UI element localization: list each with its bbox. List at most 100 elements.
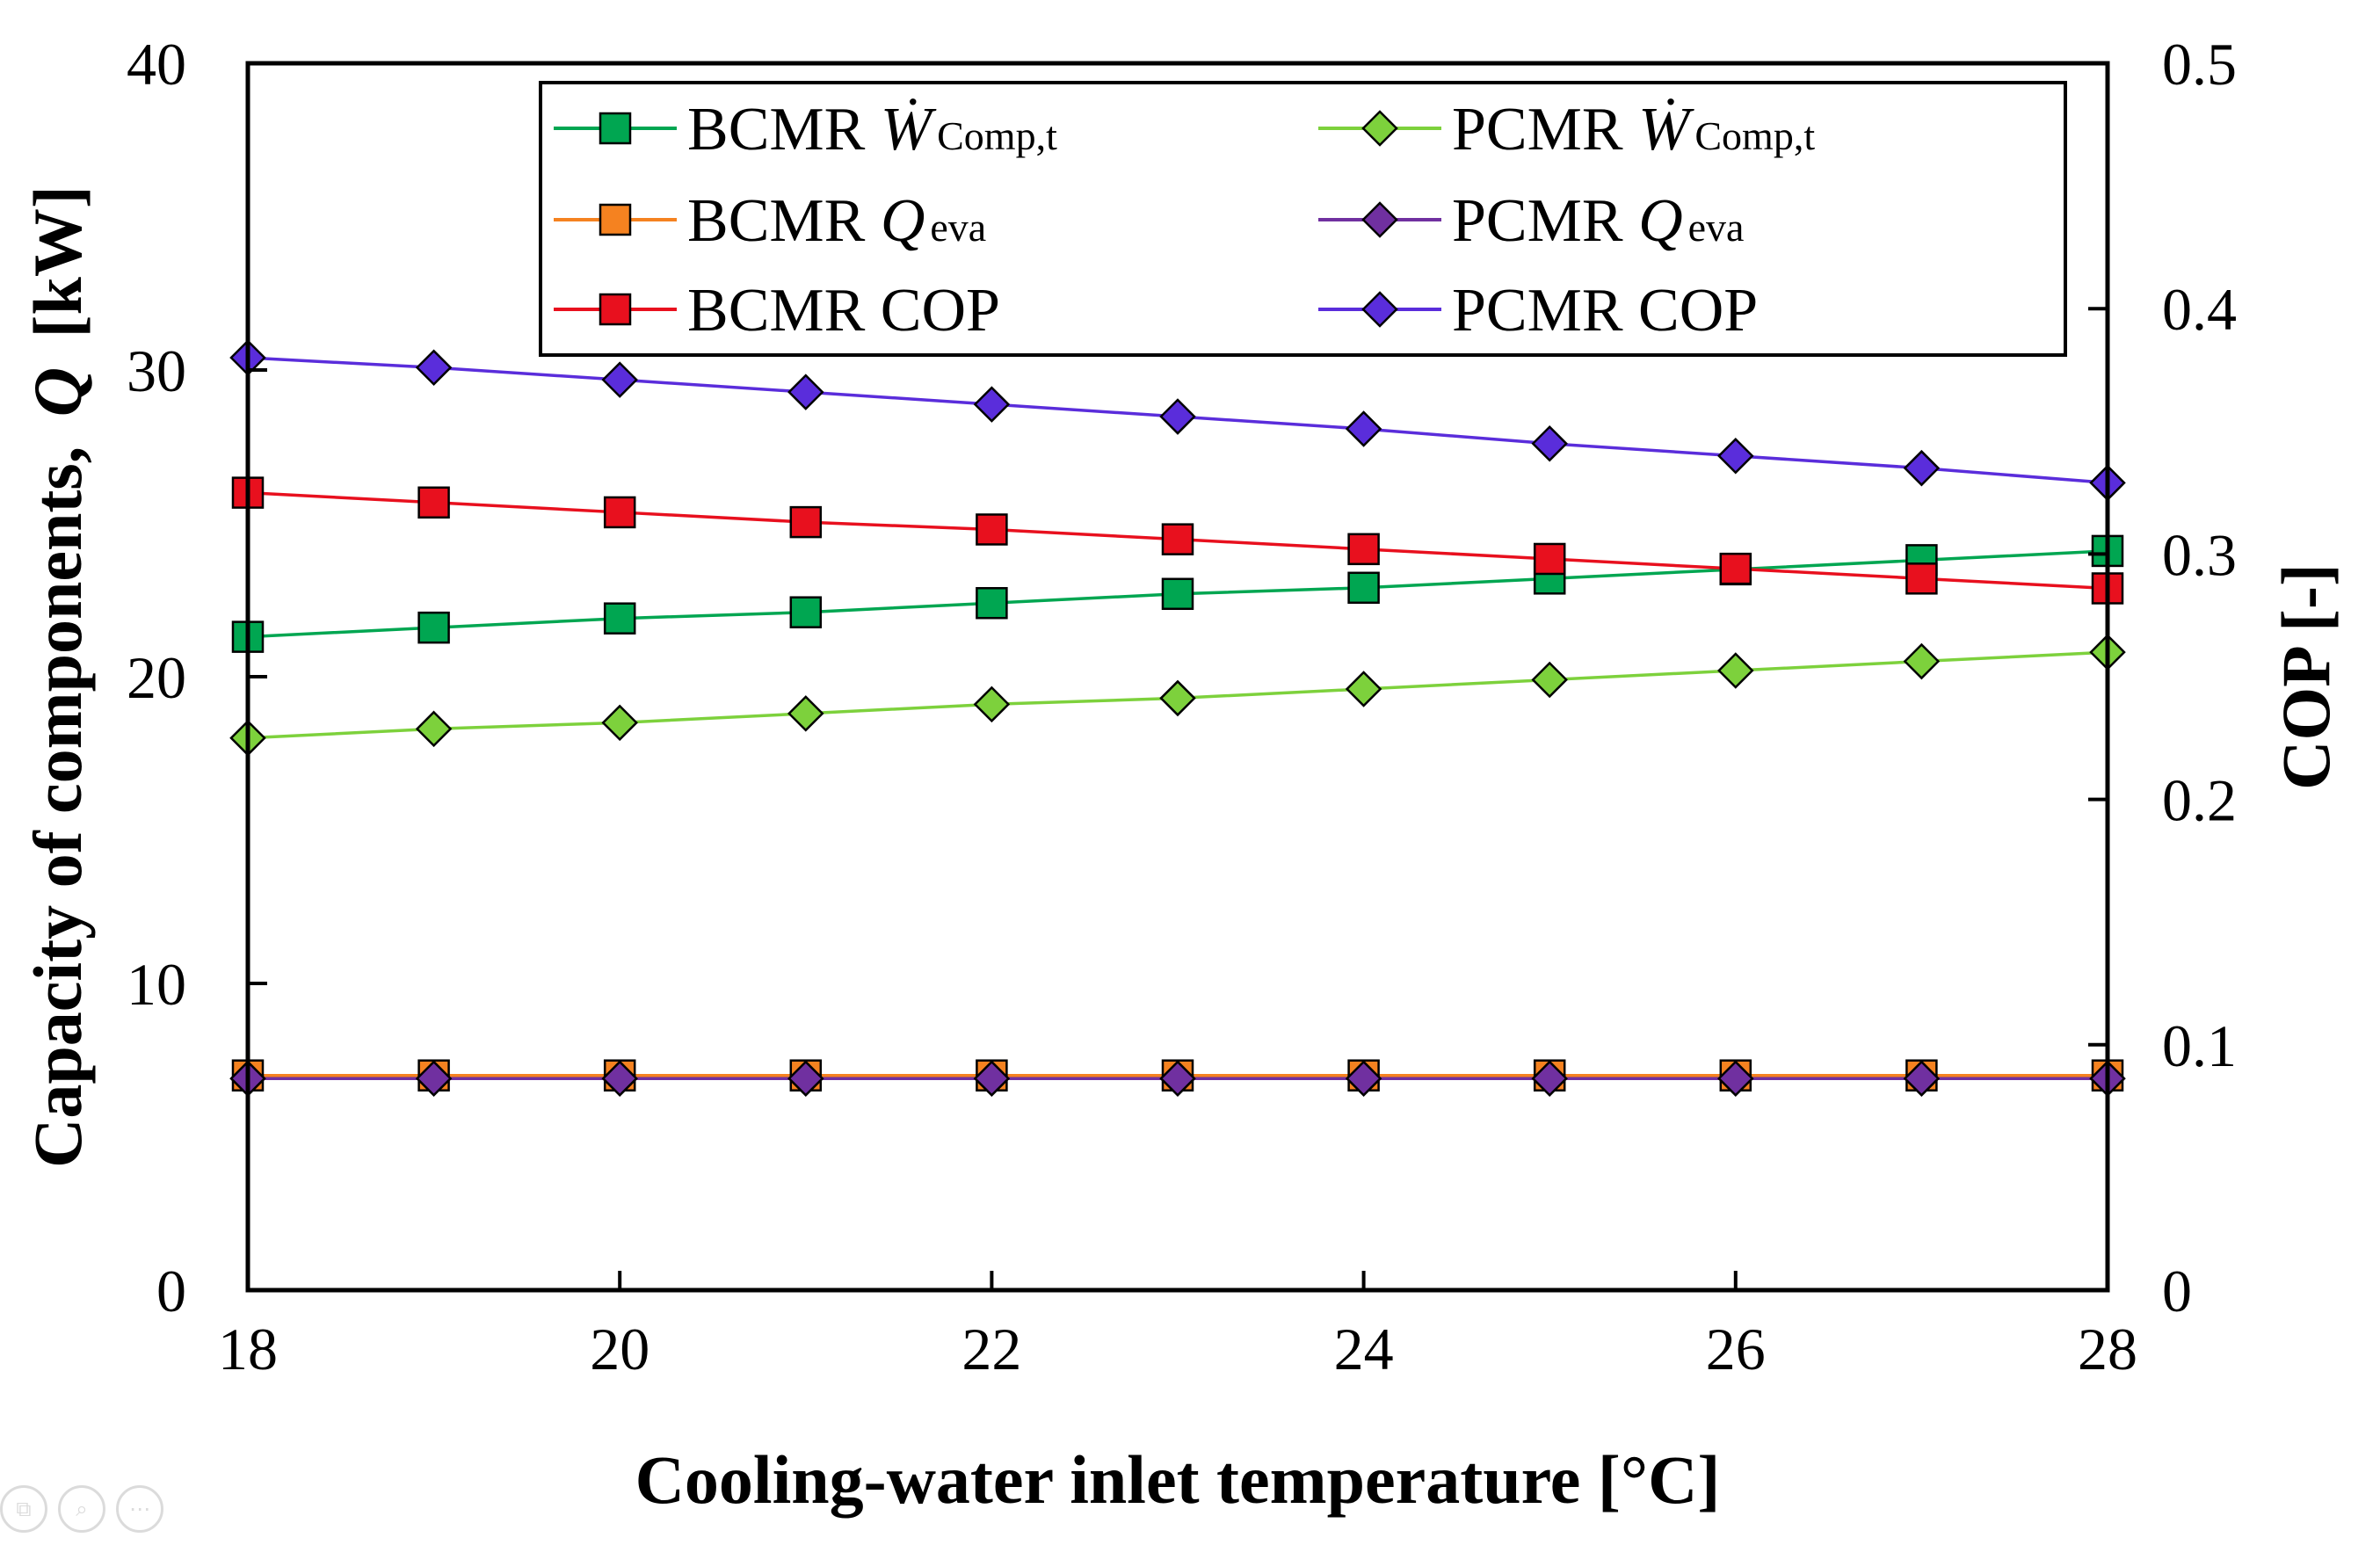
zoom-icon[interactable]: ⌕ (58, 1485, 105, 1533)
data-point-bcmr-cop (1161, 523, 1194, 555)
legend-label-symbol: Q (881, 187, 925, 255)
y-axis-title: Capacity of components, Q [kW] (19, 185, 96, 1168)
legend-marker (1361, 291, 1398, 328)
legend-marker (599, 293, 632, 326)
legend-label-subscript: Comp,t (937, 113, 1057, 158)
legend-item-pcmr-cop: PCMR COP (1318, 277, 1758, 345)
data-point-bcmr-cop (1719, 552, 1752, 585)
legend-label-prefix: PCMR (1452, 96, 1638, 163)
data-point-pcmr-cop (601, 361, 638, 398)
x-tick-label: 18 (218, 1316, 278, 1382)
data-point-pcmr-cop (973, 386, 1011, 423)
series-pcmr-w (229, 634, 2126, 757)
legend-item-pcmr-w: PCMR Ẇ Comp,t (1318, 96, 1815, 163)
x-tick-label: 20 (590, 1316, 649, 1382)
y-axis-title-main: Capacity of components, (19, 446, 96, 1168)
y-tick-label: 10 (127, 951, 186, 1018)
legend-marker (599, 203, 632, 236)
legend-marker (599, 112, 632, 145)
data-point-pcmr-q (1345, 1060, 1382, 1097)
legend-label-subscript: Comp,t (1694, 113, 1815, 158)
legend-label-subscript: eva (1688, 205, 1745, 250)
y2-axis-title: COP [-] (2268, 563, 2344, 790)
data-point-bcmr-cop (976, 513, 1008, 546)
y-tick-label: 0 (156, 1258, 186, 1324)
y2-tick-label: 0.1 (2162, 1012, 2237, 1079)
x-tick-label: 26 (1706, 1316, 1766, 1382)
data-point-pcmr-cop (415, 349, 453, 386)
data-point-bcmr-cop (417, 486, 450, 519)
data-point-pcmr-w (787, 695, 824, 732)
y2-tick-label: 0.5 (2162, 31, 2237, 98)
x-tick-label: 22 (961, 1316, 1021, 1382)
more-icon[interactable]: ⋯ (116, 1485, 163, 1533)
y-axis-title-unit: [kW] (19, 185, 96, 337)
legend-label-symbol: Ẇ (1638, 96, 1694, 163)
data-point-pcmr-q (1159, 1060, 1196, 1097)
data-point-pcmr-q (787, 1060, 824, 1097)
data-point-pcmr-q (1717, 1060, 1754, 1097)
data-point-pcmr-w (1717, 652, 1754, 689)
legend-marker (1361, 201, 1398, 238)
legend-label: BCMR Ẇ Comp,t (687, 96, 1057, 163)
data-point-pcmr-w (601, 704, 638, 742)
data-point-bcmr-w (603, 602, 636, 635)
series-bcmr-cop (231, 476, 2124, 605)
data-point-bcmr-w (1161, 577, 1194, 611)
legend-label: PCMR Ẇ Comp,t (1452, 96, 1815, 163)
data-point-bcmr-w (976, 586, 1008, 620)
data-point-pcmr-cop (1717, 437, 1754, 475)
legend-label-prefix: PCMR COP (1452, 277, 1758, 345)
y-axis-title-symbol: Q (19, 367, 96, 417)
data-point-bcmr-w (1347, 571, 1380, 605)
viewer-toolbar: ⧉ ⌕ ⋯ (0, 1485, 163, 1538)
y2-tick-label: 0.4 (2162, 276, 2237, 343)
data-point-pcmr-cop (1903, 449, 1941, 487)
data-point-bcmr-cop (789, 505, 823, 539)
legend-item-bcmr-w: BCMR Ẇ Comp,t (554, 96, 1057, 163)
y2-tick-label: 0.3 (2162, 521, 2237, 588)
x-axis-title: Cooling-water inlet temperature [°C] (635, 1441, 1721, 1518)
data-point-pcmr-w (1903, 642, 1941, 680)
data-point-pcmr-q (1531, 1060, 1568, 1097)
data-point-pcmr-w (973, 685, 1011, 723)
legend-label-prefix: PCMR (1452, 187, 1638, 255)
legend-label-prefix: BCMR (687, 96, 881, 163)
series-pcmr-q (229, 1060, 2126, 1097)
y2-tick-label: 0.2 (2162, 767, 2237, 834)
legend-item-bcmr-cop: BCMR COP (554, 277, 1000, 345)
data-point-pcmr-cop (1345, 410, 1382, 447)
legend-label-subscript: eva (930, 205, 986, 250)
data-point-pcmr-q (415, 1060, 453, 1097)
data-point-bcmr-cop (1347, 533, 1380, 566)
legend-label: PCMR COP (1452, 277, 1758, 345)
legend-label-symbol: Q (1638, 187, 1683, 255)
legend-marker (1361, 110, 1398, 147)
y-tick-label: 40 (127, 31, 186, 98)
data-point-pcmr-w (1531, 661, 1568, 699)
y-tick-label: 20 (127, 644, 186, 711)
series-pcmr-cop (229, 339, 2126, 502)
series-layer (229, 339, 2126, 1097)
x-tick-label: 24 (1334, 1316, 1394, 1382)
data-point-bcmr-cop (1533, 542, 1566, 576)
data-point-pcmr-q (973, 1060, 1011, 1097)
legend-label-prefix: BCMR COP (687, 277, 1000, 345)
data-point-pcmr-cop (1531, 424, 1568, 462)
legend-label-symbol: Ẇ (881, 96, 937, 163)
x-tick-label: 28 (2078, 1316, 2137, 1382)
data-point-pcmr-q (601, 1060, 638, 1097)
data-point-bcmr-cop (603, 496, 636, 529)
data-point-bcmr-cop (1905, 562, 1938, 595)
legend-label-prefix: BCMR (687, 187, 881, 255)
copy-icon[interactable]: ⧉ (0, 1485, 47, 1533)
data-point-pcmr-cop (787, 374, 824, 410)
legend-label: BCMR COP (687, 277, 1000, 345)
data-point-pcmr-cop (1159, 398, 1196, 435)
